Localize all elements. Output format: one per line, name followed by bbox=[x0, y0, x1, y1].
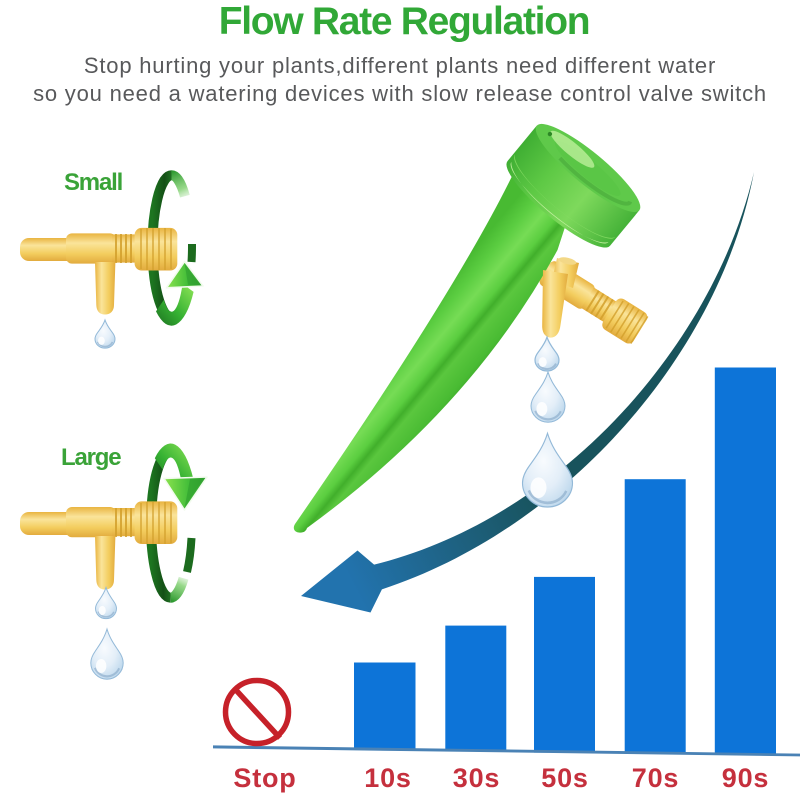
svg-text:90s: 90s bbox=[722, 763, 769, 793]
svg-text:50s: 50s bbox=[541, 763, 588, 793]
svg-text:10s: 10s bbox=[364, 763, 411, 793]
svg-text:70s: 70s bbox=[632, 763, 679, 793]
svg-text:Stop: Stop bbox=[233, 763, 296, 793]
svg-text:30s: 30s bbox=[453, 763, 500, 793]
